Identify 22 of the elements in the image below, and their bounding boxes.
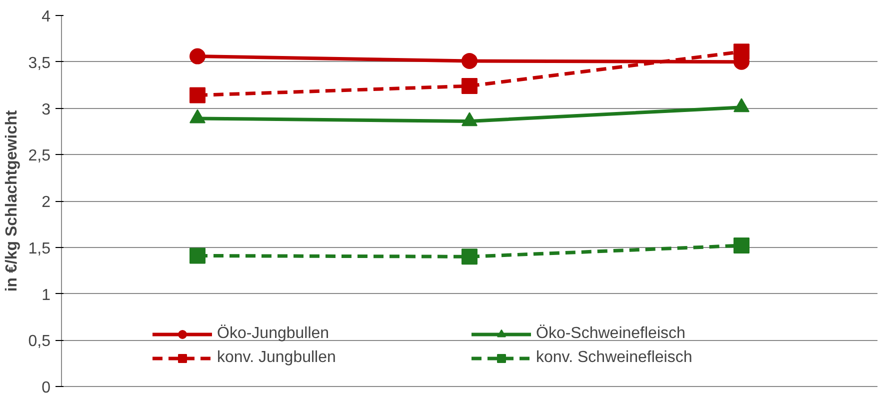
y-axis-title: in €/kg Schlachtgewicht (3, 110, 20, 292)
y-tick-label: 2 (42, 194, 51, 211)
point (462, 248, 478, 265)
point (734, 44, 750, 60)
y-tick-label: 4 (42, 8, 51, 26)
legend-label: konv. Jungbullen (217, 349, 337, 367)
point (462, 78, 478, 94)
y-tick-label: 1 (42, 286, 51, 304)
legend-label: Öko-Schweinefleisch (536, 325, 686, 343)
y-tick-label: 3 (42, 101, 51, 118)
point (462, 52, 478, 69)
legend-label: konv. Schweinefleisch (536, 349, 694, 367)
legend-label: Öko-Jungbullen (217, 325, 330, 343)
y-tick-label: 0,5 (28, 333, 51, 350)
point (190, 87, 206, 104)
point (734, 238, 750, 254)
y-tick-label: 0 (42, 380, 51, 396)
point (190, 248, 206, 264)
y-tick-label: 1,5 (28, 240, 51, 258)
y-tick-label: 2,5 (28, 148, 51, 165)
y-tick-label: 3,5 (28, 54, 51, 72)
point (190, 48, 206, 64)
